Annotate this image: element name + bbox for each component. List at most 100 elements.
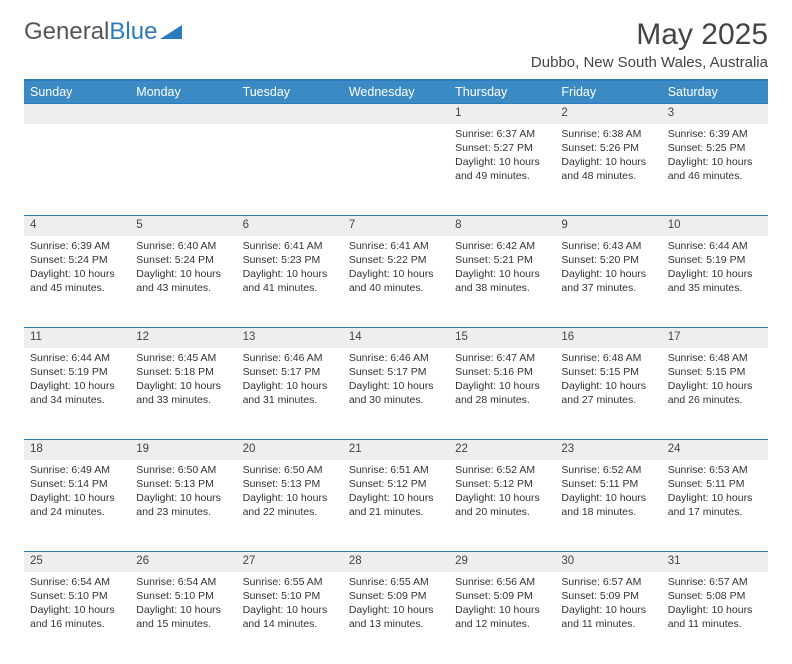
day-cell <box>24 124 130 216</box>
sunset-text: Sunset: 5:18 PM <box>136 365 230 379</box>
day-number: 23 <box>555 440 661 460</box>
calendar-table: Sunday Monday Tuesday Wednesday Thursday… <box>24 79 768 664</box>
day-number <box>237 104 343 124</box>
daylight-text: Daylight: 10 hours and 22 minutes. <box>243 491 337 519</box>
sunrise-text: Sunrise: 6:39 AM <box>30 239 124 253</box>
sunset-text: Sunset: 5:21 PM <box>455 253 549 267</box>
daylight-text: Daylight: 10 hours and 20 minutes. <box>455 491 549 519</box>
sunrise-text: Sunrise: 6:51 AM <box>349 463 443 477</box>
day-cell <box>343 124 449 216</box>
day-number <box>24 104 130 124</box>
day-cell <box>237 124 343 216</box>
daylight-text: Daylight: 10 hours and 35 minutes. <box>668 267 762 295</box>
daylight-text: Daylight: 10 hours and 46 minutes. <box>668 155 762 183</box>
day-cell: Sunrise: 6:47 AMSunset: 5:16 PMDaylight:… <box>449 348 555 440</box>
logo: GeneralBlue <box>24 18 182 46</box>
day-info-row: Sunrise: 6:39 AMSunset: 5:24 PMDaylight:… <box>24 236 768 328</box>
sunset-text: Sunset: 5:10 PM <box>30 589 124 603</box>
day-cell: Sunrise: 6:50 AMSunset: 5:13 PMDaylight:… <box>237 460 343 552</box>
weekday-header: Tuesday <box>237 80 343 104</box>
day-number <box>130 104 236 124</box>
sunset-text: Sunset: 5:10 PM <box>243 589 337 603</box>
sunset-text: Sunset: 5:19 PM <box>30 365 124 379</box>
logo-text-1: General <box>24 18 109 46</box>
daylight-text: Daylight: 10 hours and 12 minutes. <box>455 603 549 631</box>
daylight-text: Daylight: 10 hours and 48 minutes. <box>561 155 655 183</box>
day-cell: Sunrise: 6:55 AMSunset: 5:10 PMDaylight:… <box>237 572 343 664</box>
daylight-text: Daylight: 10 hours and 33 minutes. <box>136 379 230 407</box>
day-info-row: Sunrise: 6:44 AMSunset: 5:19 PMDaylight:… <box>24 348 768 440</box>
sunrise-text: Sunrise: 6:44 AM <box>668 239 762 253</box>
day-number: 11 <box>24 328 130 348</box>
daylight-text: Daylight: 10 hours and 30 minutes. <box>349 379 443 407</box>
day-cell: Sunrise: 6:46 AMSunset: 5:17 PMDaylight:… <box>343 348 449 440</box>
day-number: 20 <box>237 440 343 460</box>
day-number: 27 <box>237 552 343 572</box>
daylight-text: Daylight: 10 hours and 17 minutes. <box>668 491 762 519</box>
day-number: 15 <box>449 328 555 348</box>
day-number: 31 <box>662 552 768 572</box>
sunrise-text: Sunrise: 6:40 AM <box>136 239 230 253</box>
sunrise-text: Sunrise: 6:50 AM <box>243 463 337 477</box>
day-cell: Sunrise: 6:43 AMSunset: 5:20 PMDaylight:… <box>555 236 661 328</box>
daylight-text: Daylight: 10 hours and 18 minutes. <box>561 491 655 519</box>
day-cell: Sunrise: 6:57 AMSunset: 5:09 PMDaylight:… <box>555 572 661 664</box>
sunset-text: Sunset: 5:27 PM <box>455 141 549 155</box>
sunrise-text: Sunrise: 6:43 AM <box>561 239 655 253</box>
sunset-text: Sunset: 5:19 PM <box>668 253 762 267</box>
logo-triangle-icon <box>160 18 182 46</box>
day-number: 1 <box>449 104 555 124</box>
day-cell: Sunrise: 6:54 AMSunset: 5:10 PMDaylight:… <box>130 572 236 664</box>
day-cell: Sunrise: 6:37 AMSunset: 5:27 PMDaylight:… <box>449 124 555 216</box>
sunrise-text: Sunrise: 6:44 AM <box>30 351 124 365</box>
daylight-text: Daylight: 10 hours and 45 minutes. <box>30 267 124 295</box>
daylight-text: Daylight: 10 hours and 34 minutes. <box>30 379 124 407</box>
day-number: 3 <box>662 104 768 124</box>
sunrise-text: Sunrise: 6:50 AM <box>136 463 230 477</box>
daylight-text: Daylight: 10 hours and 13 minutes. <box>349 603 443 631</box>
day-number-row: 123 <box>24 104 768 124</box>
day-cell: Sunrise: 6:56 AMSunset: 5:09 PMDaylight:… <box>449 572 555 664</box>
day-cell: Sunrise: 6:45 AMSunset: 5:18 PMDaylight:… <box>130 348 236 440</box>
sunset-text: Sunset: 5:17 PM <box>349 365 443 379</box>
day-number: 28 <box>343 552 449 572</box>
day-number-row: 11121314151617 <box>24 328 768 348</box>
day-number: 16 <box>555 328 661 348</box>
sunset-text: Sunset: 5:14 PM <box>30 477 124 491</box>
daylight-text: Daylight: 10 hours and 16 minutes. <box>30 603 124 631</box>
day-cell: Sunrise: 6:53 AMSunset: 5:11 PMDaylight:… <box>662 460 768 552</box>
title-block: May 2025 Dubbo, New South Wales, Austral… <box>531 18 768 71</box>
day-cell: Sunrise: 6:52 AMSunset: 5:12 PMDaylight:… <box>449 460 555 552</box>
daylight-text: Daylight: 10 hours and 15 minutes. <box>136 603 230 631</box>
day-cell: Sunrise: 6:39 AMSunset: 5:25 PMDaylight:… <box>662 124 768 216</box>
daylight-text: Daylight: 10 hours and 11 minutes. <box>668 603 762 631</box>
sunrise-text: Sunrise: 6:48 AM <box>668 351 762 365</box>
sunrise-text: Sunrise: 6:55 AM <box>243 575 337 589</box>
day-cell: Sunrise: 6:44 AMSunset: 5:19 PMDaylight:… <box>24 348 130 440</box>
daylight-text: Daylight: 10 hours and 43 minutes. <box>136 267 230 295</box>
day-number: 6 <box>237 216 343 236</box>
day-number: 25 <box>24 552 130 572</box>
day-cell: Sunrise: 6:51 AMSunset: 5:12 PMDaylight:… <box>343 460 449 552</box>
day-number: 8 <box>449 216 555 236</box>
weekday-header: Thursday <box>449 80 555 104</box>
sunrise-text: Sunrise: 6:46 AM <box>243 351 337 365</box>
weekday-header: Sunday <box>24 80 130 104</box>
day-number: 29 <box>449 552 555 572</box>
sunset-text: Sunset: 5:23 PM <box>243 253 337 267</box>
day-number: 9 <box>555 216 661 236</box>
sunrise-text: Sunrise: 6:38 AM <box>561 127 655 141</box>
day-number: 22 <box>449 440 555 460</box>
day-info-row: Sunrise: 6:49 AMSunset: 5:14 PMDaylight:… <box>24 460 768 552</box>
weekday-header-row: Sunday Monday Tuesday Wednesday Thursday… <box>24 80 768 104</box>
sunset-text: Sunset: 5:13 PM <box>243 477 337 491</box>
day-number: 5 <box>130 216 236 236</box>
day-cell: Sunrise: 6:52 AMSunset: 5:11 PMDaylight:… <box>555 460 661 552</box>
sunrise-text: Sunrise: 6:45 AM <box>136 351 230 365</box>
daylight-text: Daylight: 10 hours and 40 minutes. <box>349 267 443 295</box>
day-cell: Sunrise: 6:46 AMSunset: 5:17 PMDaylight:… <box>237 348 343 440</box>
daylight-text: Daylight: 10 hours and 23 minutes. <box>136 491 230 519</box>
day-cell: Sunrise: 6:42 AMSunset: 5:21 PMDaylight:… <box>449 236 555 328</box>
sunset-text: Sunset: 5:25 PM <box>668 141 762 155</box>
day-number-row: 18192021222324 <box>24 440 768 460</box>
